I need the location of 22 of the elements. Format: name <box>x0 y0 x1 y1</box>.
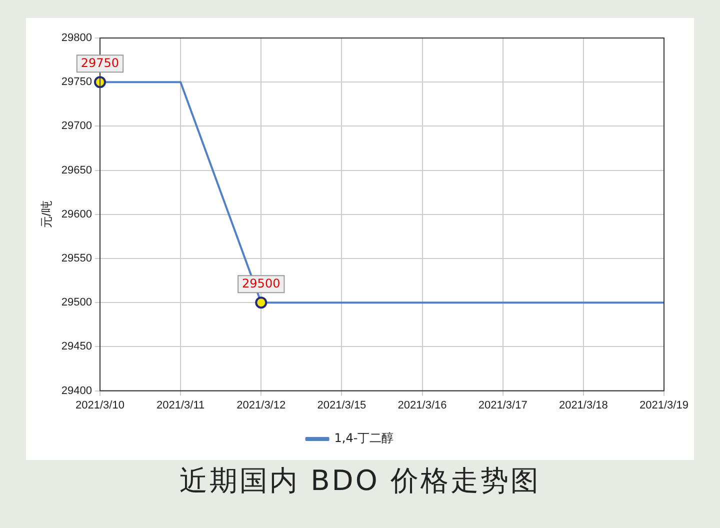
x-tick-label: 2021/3/10 <box>76 399 124 412</box>
x-tick-label: 2021/3/12 <box>236 399 286 412</box>
y-tick-label: 29400 <box>61 384 92 397</box>
y-tick-label: 29500 <box>61 296 92 309</box>
y-tick-label: 29550 <box>61 252 92 265</box>
x-tick-label: 2021/3/11 <box>156 399 205 412</box>
y-tick-label: 29600 <box>61 208 92 220</box>
x-tick-label: 2021/3/17 <box>478 399 528 412</box>
y-tick-label: 29750 <box>61 76 92 88</box>
legend-label: 1,4-丁二醇 <box>334 431 394 446</box>
x-tick-label: 2021/3/19 <box>640 399 688 412</box>
x-tick-label: 2021/3/16 <box>398 399 447 412</box>
y-tick-label: 29450 <box>61 340 92 353</box>
y-tick-label: 29700 <box>61 120 92 132</box>
y-tick-label: 29650 <box>61 164 92 176</box>
text: 近期国内 BDO 价格走势图 <box>178 463 542 499</box>
data-label: 29750 <box>80 56 120 70</box>
data-label: 29500 <box>242 276 280 291</box>
x-tick-label: 2021/3/18 <box>558 399 608 412</box>
x-tick-label: 2021/3/15 <box>317 399 366 412</box>
y-axis-title: 元/吨 <box>40 200 54 228</box>
y-tick-label: 29800 <box>61 32 92 44</box>
